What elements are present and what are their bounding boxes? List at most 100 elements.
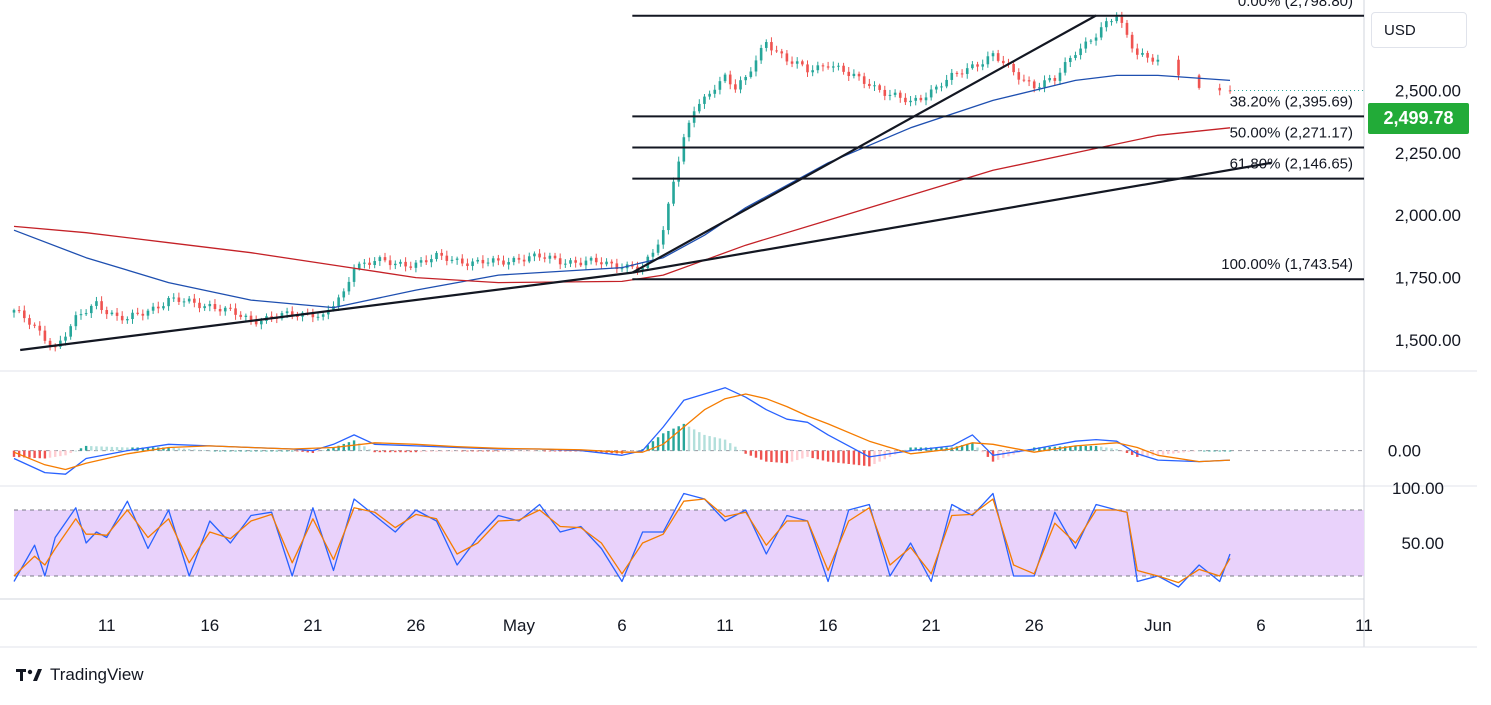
macd-histogram-bar [1110, 448, 1113, 451]
candle [965, 63, 969, 79]
macd-histogram-bar [306, 450, 309, 453]
candle [940, 82, 943, 92]
macd-histogram-bar [914, 447, 917, 451]
axes-layer: 2,750.002,500.002,250.002,000.001,750.00… [98, 19, 1461, 635]
price-panel: 0.00% (2,798.80) 38.20% (2,395.69) 50.00% … [12, 0, 1364, 352]
macd-histogram-bar [38, 450, 41, 459]
macd-histogram-bar [759, 450, 763, 460]
candle [868, 78, 871, 89]
macd-histogram-bar [12, 450, 16, 457]
macd-histogram-bar [564, 450, 567, 452]
candle [790, 56, 794, 68]
candle [115, 307, 119, 321]
macd-histogram-bar [182, 448, 186, 451]
macd-histogram-bar [172, 447, 175, 451]
macd-histogram-bar [528, 450, 531, 452]
macd-histogram-bar [461, 450, 464, 452]
candle [976, 61, 979, 72]
candlestick-series[interactable] [12, 11, 1232, 352]
candle [862, 72, 866, 89]
candle [904, 93, 907, 106]
macd-histogram-bar [569, 450, 572, 452]
candle [414, 260, 418, 273]
candle [23, 305, 26, 323]
trendline[interactable] [632, 161, 1272, 274]
macd-histogram-bar [826, 450, 830, 462]
candle [79, 309, 83, 320]
trendline[interactable] [20, 271, 633, 352]
grid-layer [0, 0, 1477, 648]
macd-histogram-bar [358, 443, 361, 451]
candle [795, 57, 799, 69]
candle [898, 90, 902, 103]
price-tick-label: 1,500.00 [1395, 331, 1461, 350]
macd-histogram-bar [332, 447, 335, 451]
macd-histogram-bar [636, 450, 639, 452]
candle [533, 251, 536, 262]
candle [600, 257, 603, 270]
macd-histogram-bar [296, 450, 299, 452]
time-tick-label: May [503, 616, 536, 635]
trendline[interactable] [631, 14, 1097, 274]
candle [43, 325, 47, 344]
macd-histogram-bar [64, 450, 67, 456]
macd-histogram-bar [28, 450, 31, 458]
candle [1120, 11, 1124, 28]
candle [383, 252, 387, 263]
macd-panel [12, 387, 1364, 475]
fib-level-label: 100.00% (1,743.54) [1221, 256, 1353, 273]
macd-histogram-bar [754, 450, 758, 458]
time-tick-label: 6 [617, 616, 626, 635]
macd-histogram-bar [909, 447, 912, 451]
candle [553, 252, 557, 260]
candle [759, 44, 763, 64]
macd-histogram-bar [342, 443, 345, 451]
candle [445, 250, 449, 266]
candle [59, 335, 62, 349]
candle [775, 45, 778, 53]
macd-histogram-bar [131, 447, 134, 451]
tradingview-brand[interactable]: TradingView [16, 662, 144, 688]
candle [249, 311, 253, 325]
candle [167, 296, 170, 311]
candle [419, 257, 423, 267]
macd-histogram-bar [1130, 450, 1134, 455]
macd-histogram-bar [327, 448, 330, 451]
candle [728, 70, 732, 90]
macd-histogram-bar [842, 450, 845, 464]
macd-histogram-bar [1223, 450, 1227, 452]
currency-selector[interactable]: USD [1371, 12, 1467, 48]
candle [270, 311, 273, 322]
candle [136, 307, 139, 316]
macd-histogram-bar [1079, 445, 1082, 451]
candle [1079, 43, 1082, 60]
candle [393, 260, 397, 270]
stoch-rsi-tick-label: 100.00 [1392, 479, 1444, 498]
macd-histogram-bar [445, 450, 449, 452]
macd-histogram-bar [486, 450, 490, 452]
macd-histogram-bar [775, 450, 778, 463]
macd-histogram-bar [115, 447, 119, 451]
candle [1038, 82, 1041, 92]
candle [187, 296, 191, 304]
macd-histogram-bar [785, 450, 789, 464]
macd-histogram-bar [435, 450, 438, 452]
candle [723, 72, 727, 84]
candle [687, 120, 691, 142]
moving-average-line [13, 127, 1231, 284]
macd-histogram-bar [337, 445, 340, 451]
candle [708, 90, 711, 100]
macd-histogram-bar [806, 450, 809, 457]
macd-histogram-bar [1125, 450, 1129, 453]
candle [69, 324, 72, 340]
macd-histogram-bar [862, 450, 866, 466]
macd-signal-line [13, 393, 1231, 471]
macd-histogram-bar [74, 450, 78, 452]
macd-histogram-bar [321, 450, 325, 452]
macd-histogram-bar [234, 450, 237, 452]
candle [1218, 83, 1222, 96]
macd-histogram-bar [507, 450, 510, 452]
macd-histogram-bar [491, 450, 495, 452]
